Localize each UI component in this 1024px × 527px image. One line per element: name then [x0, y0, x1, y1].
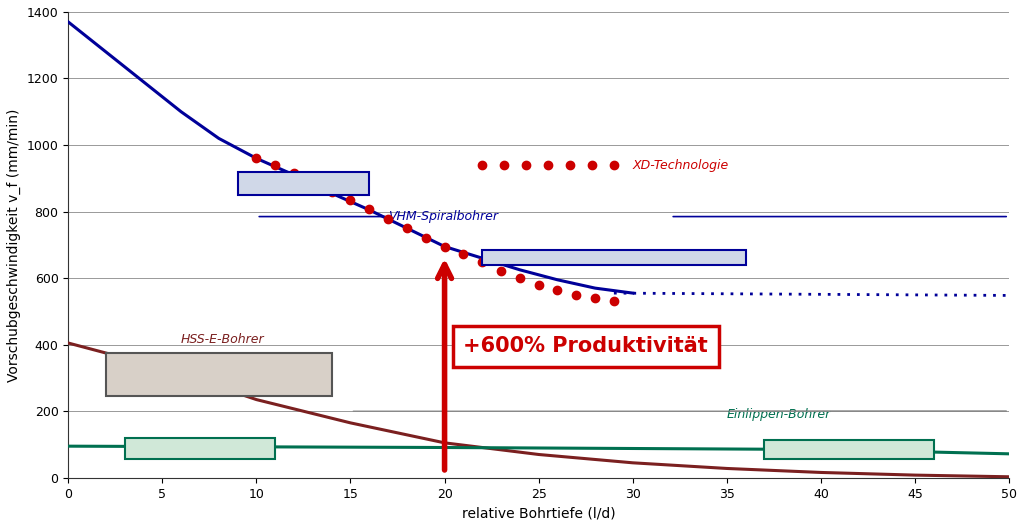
- Text: VHM-Spiralbohrer: VHM-Spiralbohrer: [388, 210, 498, 223]
- X-axis label: relative Bohrtiefe (l/d): relative Bohrtiefe (l/d): [462, 506, 615, 520]
- Y-axis label: Vorschubgeschwindigkeit v_f (mm/min): Vorschubgeschwindigkeit v_f (mm/min): [7, 108, 22, 382]
- Text: +600% Produktivität: +600% Produktivität: [464, 336, 709, 356]
- Text: XD-Technologie: XD-Technologie: [633, 159, 729, 171]
- FancyBboxPatch shape: [125, 438, 275, 460]
- FancyBboxPatch shape: [482, 249, 745, 266]
- Text: Einlippen-Bohrer: Einlippen-Bohrer: [727, 408, 831, 421]
- FancyBboxPatch shape: [238, 172, 370, 195]
- FancyBboxPatch shape: [105, 353, 332, 396]
- Text: HSS-E-Bohrer: HSS-E-Bohrer: [181, 333, 265, 346]
- FancyBboxPatch shape: [765, 440, 934, 460]
